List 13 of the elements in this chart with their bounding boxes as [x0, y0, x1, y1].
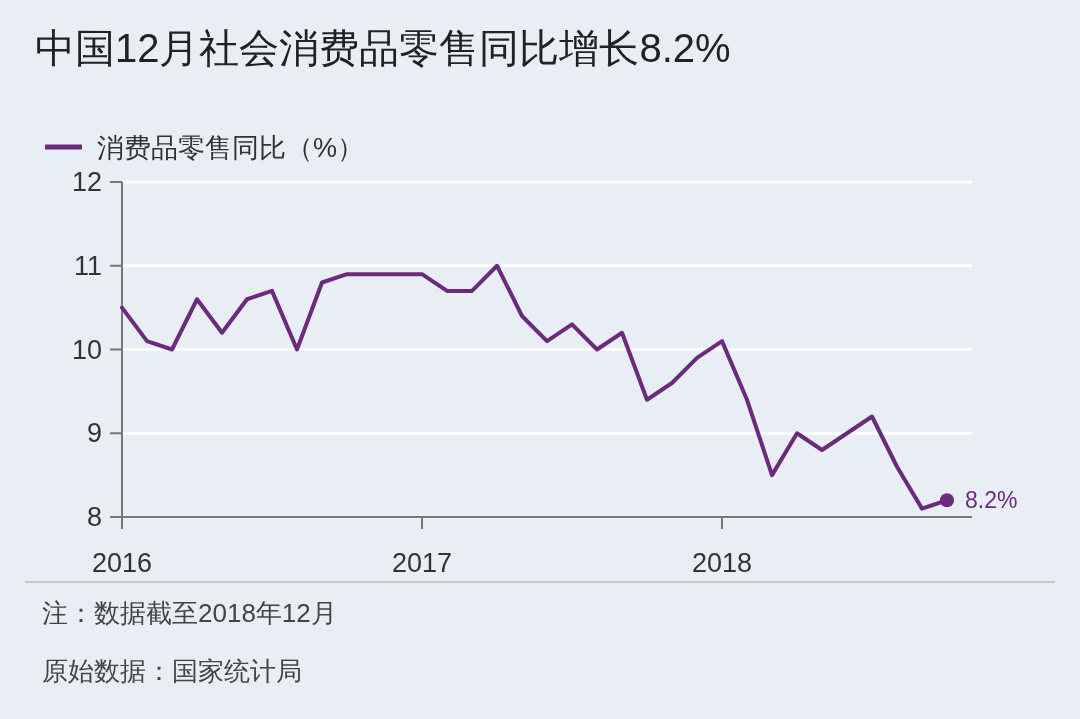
y-tick-label: 9	[86, 418, 102, 449]
text: 注：数据截至2018年12月	[42, 598, 337, 628]
annotation: 8.2%	[965, 487, 1018, 514]
y-tick-label: 8	[86, 502, 102, 532]
title: 中国12月社会消费品零售同比增长8.2%	[35, 26, 731, 70]
y-tick-label: 10	[71, 334, 102, 365]
x-tick-label: 2016	[91, 548, 153, 578]
y-tick-label: 11	[73, 250, 102, 281]
x-tick-label: 2018	[691, 548, 753, 578]
x-tick-label: 2017	[391, 548, 453, 578]
legend-label: 消费品零售同比（%）	[97, 133, 365, 163]
y-tick-label: 12	[71, 167, 102, 197]
text: 原始数据：国家统计局	[42, 656, 302, 686]
